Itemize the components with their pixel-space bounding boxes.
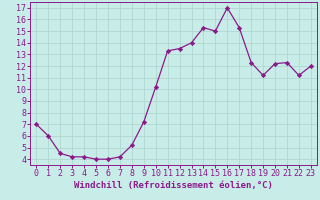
X-axis label: Windchill (Refroidissement éolien,°C): Windchill (Refroidissement éolien,°C) <box>74 181 273 190</box>
